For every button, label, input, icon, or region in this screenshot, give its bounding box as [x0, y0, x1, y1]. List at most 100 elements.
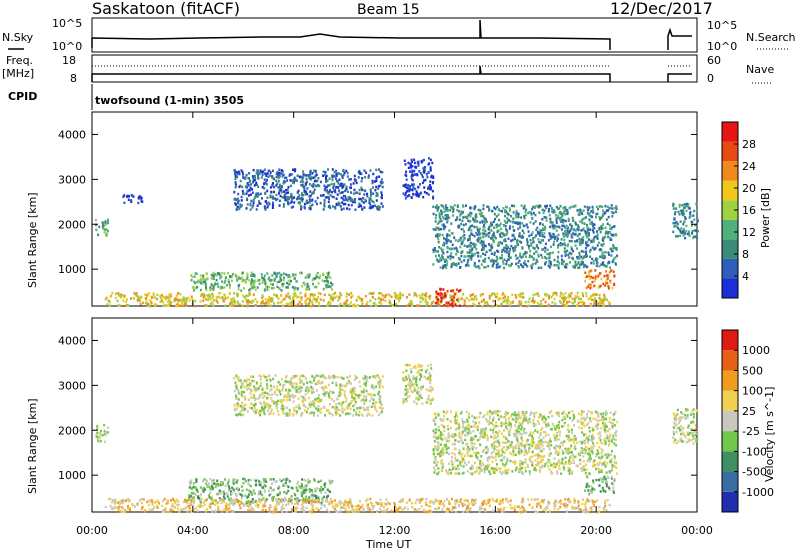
scatter-cell [524, 301, 527, 304]
scatter-cell [233, 389, 236, 393]
scatter-cell [247, 177, 250, 180]
scatter-cell [585, 252, 587, 256]
scatter-cell [588, 219, 591, 222]
scatter-cell [595, 423, 598, 426]
scatter-cell [509, 459, 512, 463]
scatter-cell [479, 470, 482, 473]
scatter-cell [518, 452, 521, 455]
scatter-cell [514, 213, 517, 216]
scatter-cell [573, 415, 576, 419]
scatter-cell [478, 212, 481, 216]
scatter-cell [333, 375, 336, 378]
scatter-cell [430, 367, 433, 370]
scatter-cell [362, 398, 365, 402]
scatter-cell [459, 212, 462, 216]
scatter-cell [123, 194, 126, 197]
scatter-cell [235, 413, 238, 417]
scatter-cell [552, 211, 555, 214]
scatter-cell [413, 386, 416, 390]
scatter-cell [286, 394, 289, 397]
scatter-cell [306, 282, 309, 286]
scatter-cell [289, 173, 292, 176]
scatter-cell [233, 190, 236, 194]
scatter-cell [602, 302, 605, 306]
scatter-cell [270, 393, 273, 396]
scatter-cell [532, 257, 535, 260]
scatter-cell [423, 179, 425, 182]
scatter-cell [499, 235, 502, 238]
scatter-cell [362, 197, 365, 200]
scatter-cell [431, 161, 434, 165]
scatter-cell [315, 285, 318, 289]
scatter-cell [235, 384, 238, 388]
scatter-cell [489, 237, 492, 240]
scatter-cell [600, 412, 603, 416]
scatter-cell [327, 184, 329, 187]
scatter-cell [465, 296, 468, 300]
scatter-cell [456, 250, 459, 253]
scatter-cell [365, 414, 368, 417]
scatter-cell [507, 446, 510, 449]
scatter-cell [512, 246, 514, 250]
scatter-cell [311, 293, 314, 296]
scatter-cell [527, 211, 530, 215]
y-tick-label: 4000 [58, 128, 86, 141]
scatter-cell [243, 287, 245, 290]
scatter-cell [266, 288, 269, 291]
scatter-cell [260, 197, 263, 200]
scatter-cell [420, 191, 423, 195]
scatter-cell [550, 470, 553, 473]
colorbar-swatch [722, 258, 738, 279]
scatter-cell [241, 170, 244, 173]
scatter-cell [213, 299, 216, 302]
scatter-cell [367, 174, 370, 177]
scatter-cell [427, 295, 430, 299]
scatter-cell [315, 407, 318, 410]
scatter-cell [380, 406, 383, 410]
scatter-cell [429, 184, 431, 187]
scatter-cell [438, 259, 441, 262]
scatter-cell [439, 434, 442, 437]
scatter-cell [253, 184, 256, 187]
scatter-cell [490, 229, 493, 232]
scatter-cell [292, 205, 295, 208]
scatter-cell [251, 181, 254, 184]
scatter-cell [531, 455, 534, 458]
freq-label: Freq. [6, 54, 33, 67]
scatter-cell [365, 406, 368, 410]
scatter-cell [458, 210, 460, 213]
scatter-cell [290, 377, 293, 380]
scatter-cell [354, 400, 357, 404]
scatter-cell [566, 229, 569, 233]
scatter-cell [223, 286, 226, 289]
scatter-cell [544, 247, 547, 250]
scatter-cell [557, 264, 560, 267]
scatter-cell [214, 283, 217, 286]
scatter-cell [288, 197, 291, 201]
scatter-cell [368, 202, 371, 205]
scatter-cell [149, 299, 152, 302]
scatter-cell [363, 206, 366, 209]
scatter-cell [339, 392, 342, 396]
scatter-cell [591, 205, 594, 209]
scatter-cell [418, 170, 421, 173]
scatter-cell [304, 206, 306, 210]
scatter-cell [312, 182, 315, 186]
scatter-cell [241, 401, 244, 405]
scatter-cell [290, 279, 292, 283]
scatter-cell [445, 411, 448, 415]
scatter-cell [316, 382, 319, 385]
scatter-cell [590, 240, 593, 244]
scatter-cell [536, 453, 539, 456]
scatter-cell [475, 298, 478, 301]
scatter-cell [487, 419, 490, 423]
scatter-cell [454, 293, 456, 296]
scatter-cell [467, 237, 470, 241]
scatter-cell [556, 427, 559, 430]
scatter-cell [377, 185, 380, 188]
scatter-cell [271, 183, 274, 187]
scatter-cell [602, 304, 605, 308]
scatter-cell [170, 293, 173, 296]
scatter-cell [600, 216, 603, 220]
scatter-cell [237, 390, 240, 393]
